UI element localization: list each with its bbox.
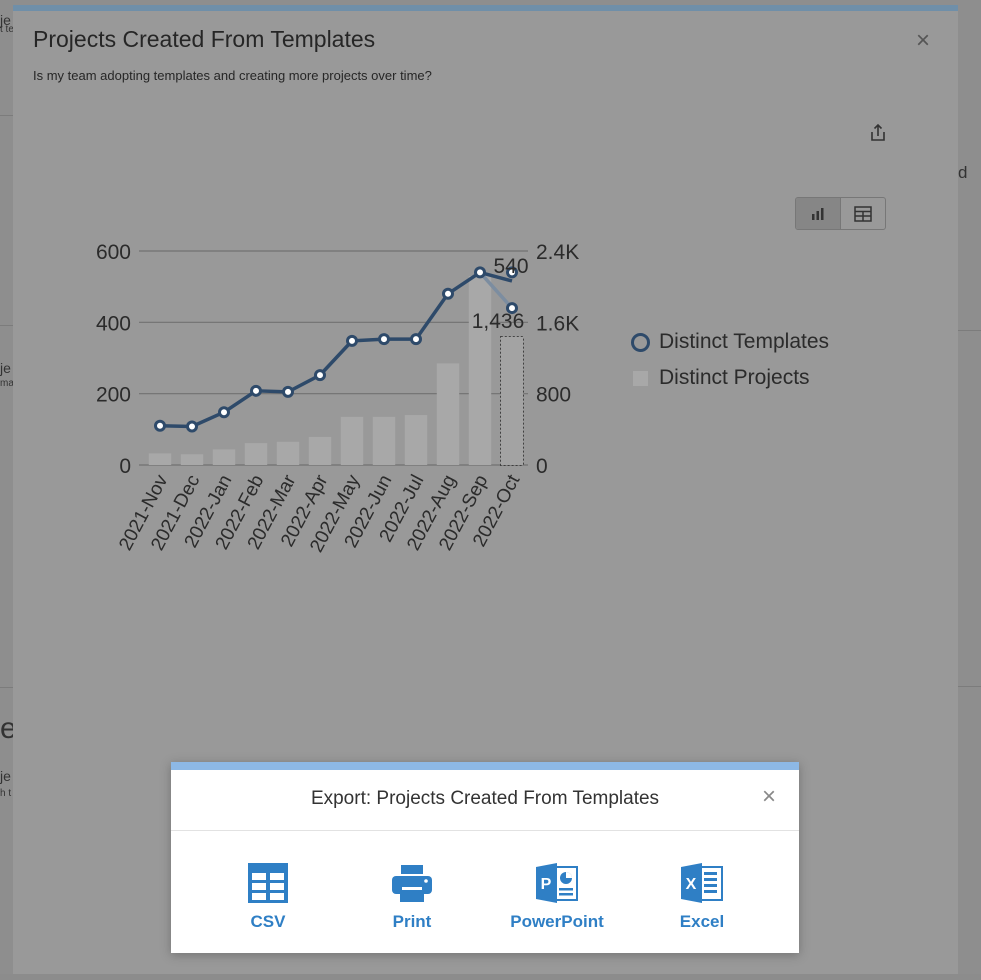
background-text: h t <box>0 788 12 799</box>
series-line <box>159 270 481 429</box>
right-axis-tick-label: 0 <box>536 455 548 478</box>
line-point <box>442 287 454 300</box>
export-powerpoint-button[interactable]: P PowerPoint <box>502 862 612 932</box>
chart-bar <box>276 441 300 465</box>
line-point <box>186 420 198 433</box>
legend-bar-marker <box>630 370 650 386</box>
background-text: je <box>0 12 11 28</box>
view-toggle <box>795 197 886 230</box>
line-point <box>378 333 390 346</box>
chart-bar <box>340 416 364 465</box>
line-point <box>410 333 422 346</box>
legend-item-distinct-templates[interactable]: Distinct Templates <box>630 324 829 360</box>
right-axis-tick-label: 1.6K <box>536 312 579 335</box>
background-text: ma <box>0 378 14 389</box>
data-label: 540 <box>493 255 528 278</box>
divider <box>958 330 981 331</box>
line-point <box>506 302 518 315</box>
divider <box>0 115 13 116</box>
close-icon[interactable]: × <box>761 783 776 810</box>
left-axis-tick-label: 600 <box>96 241 131 264</box>
share-export-button[interactable] <box>866 121 890 145</box>
powerpoint-icon: P <box>536 863 578 903</box>
report-subtitle: Is my team adopting templates and creati… <box>33 68 432 83</box>
export-option-label: PowerPoint <box>510 912 604 931</box>
line-point <box>154 419 166 432</box>
legend-item-distinct-projects[interactable]: Distinct Projects <box>630 360 829 396</box>
bar-chart-icon <box>812 207 824 220</box>
chart-bar <box>212 449 236 465</box>
chart-bar <box>468 275 492 465</box>
close-icon[interactable]: × <box>915 27 930 54</box>
report-title: Projects Created From Templates <box>33 26 376 52</box>
series-line-partial <box>478 271 514 310</box>
svg-text:X: X <box>686 876 697 893</box>
left-axis-tick-label: 0 <box>119 455 131 478</box>
chart-legend: Distinct Templates Distinct Projects <box>630 324 829 396</box>
excel-icon: X <box>681 863 723 903</box>
line-point <box>346 334 358 347</box>
chart-bar <box>372 416 396 465</box>
data-label: 1,436 <box>472 310 525 333</box>
chart-bar <box>180 454 204 465</box>
divider <box>958 686 981 687</box>
background-text: je <box>0 768 11 784</box>
line-point <box>218 406 230 419</box>
line-point <box>282 385 294 398</box>
legend-line-marker <box>630 332 650 352</box>
left-axis-tick-label: 400 <box>96 312 131 335</box>
export-csv-button[interactable]: CSV <box>213 862 323 932</box>
table-view-button[interactable] <box>841 198 885 229</box>
background-text: je <box>0 360 11 376</box>
divider <box>0 325 13 326</box>
legend-label: Distinct Projects <box>659 366 810 389</box>
line-point <box>250 384 262 397</box>
background-text: t te <box>0 24 14 35</box>
export-excel-button[interactable]: X Excel <box>647 862 757 932</box>
chart-view-button[interactable] <box>796 198 841 229</box>
chart-bar <box>436 363 460 465</box>
chart-bar <box>148 453 172 465</box>
line-point <box>314 369 326 382</box>
chart-bar <box>404 415 428 465</box>
line-point <box>474 266 486 279</box>
table-icon <box>854 205 872 222</box>
export-dialog-title: Export: Projects Created From Templates <box>310 788 660 809</box>
export-option-label: Print <box>392 912 432 931</box>
right-axis-tick-label: 800 <box>536 384 571 407</box>
svg-text:P: P <box>541 876 552 893</box>
csv-table-icon <box>248 863 288 903</box>
export-option-label: Excel <box>679 912 725 931</box>
left-axis-tick-label: 200 <box>96 384 131 407</box>
export-option-label: CSV <box>250 912 286 931</box>
export-dialog: Export: Projects Created From Templates … <box>171 762 799 953</box>
share-icon <box>871 123 885 141</box>
chart-bar <box>244 443 268 465</box>
printer-icon <box>392 865 432 902</box>
divider <box>171 830 799 831</box>
line-point <box>506 266 518 279</box>
chart-bar <box>500 336 524 465</box>
divider <box>0 687 13 688</box>
background-text: d <box>958 163 968 182</box>
export-print-button[interactable]: Print <box>357 862 467 932</box>
chart-bar <box>308 436 332 465</box>
right-axis-tick-label: 2.4K <box>536 241 579 264</box>
legend-label: Distinct Templates <box>659 330 830 353</box>
